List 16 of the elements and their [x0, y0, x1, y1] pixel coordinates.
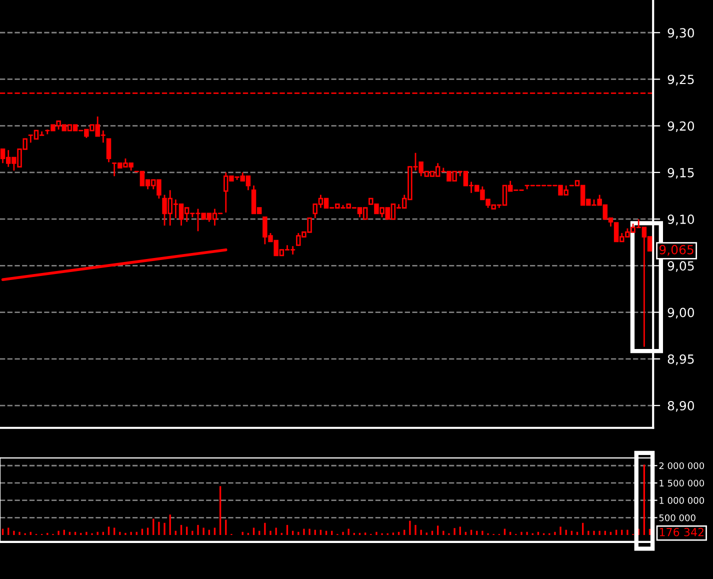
y-tick-label: 9,25	[668, 74, 694, 86]
text: 9,065	[659, 244, 694, 256]
y-tick-label: 9,10	[668, 214, 694, 226]
y-tick-label: 500 000	[659, 514, 696, 522]
candlestick	[106, 138, 112, 163]
y-tick-label: 1 500 000	[660, 480, 704, 487]
text: 176 342	[660, 528, 704, 536]
y-tick-label: 2 000 000	[659, 462, 704, 470]
y-tick-label: 9,30	[668, 28, 694, 39]
y-tick-label: 8,90	[668, 400, 694, 412]
y-tick-label: 9,05	[668, 261, 694, 272]
y-tick-label: 9,15	[668, 168, 694, 179]
y-tick-label: 8,95	[668, 354, 694, 366]
y-tick-label: 9,20	[668, 121, 694, 132]
y-tick-label: 1 000 000	[660, 497, 704, 504]
y-tick-label: 9,00	[668, 308, 694, 318]
